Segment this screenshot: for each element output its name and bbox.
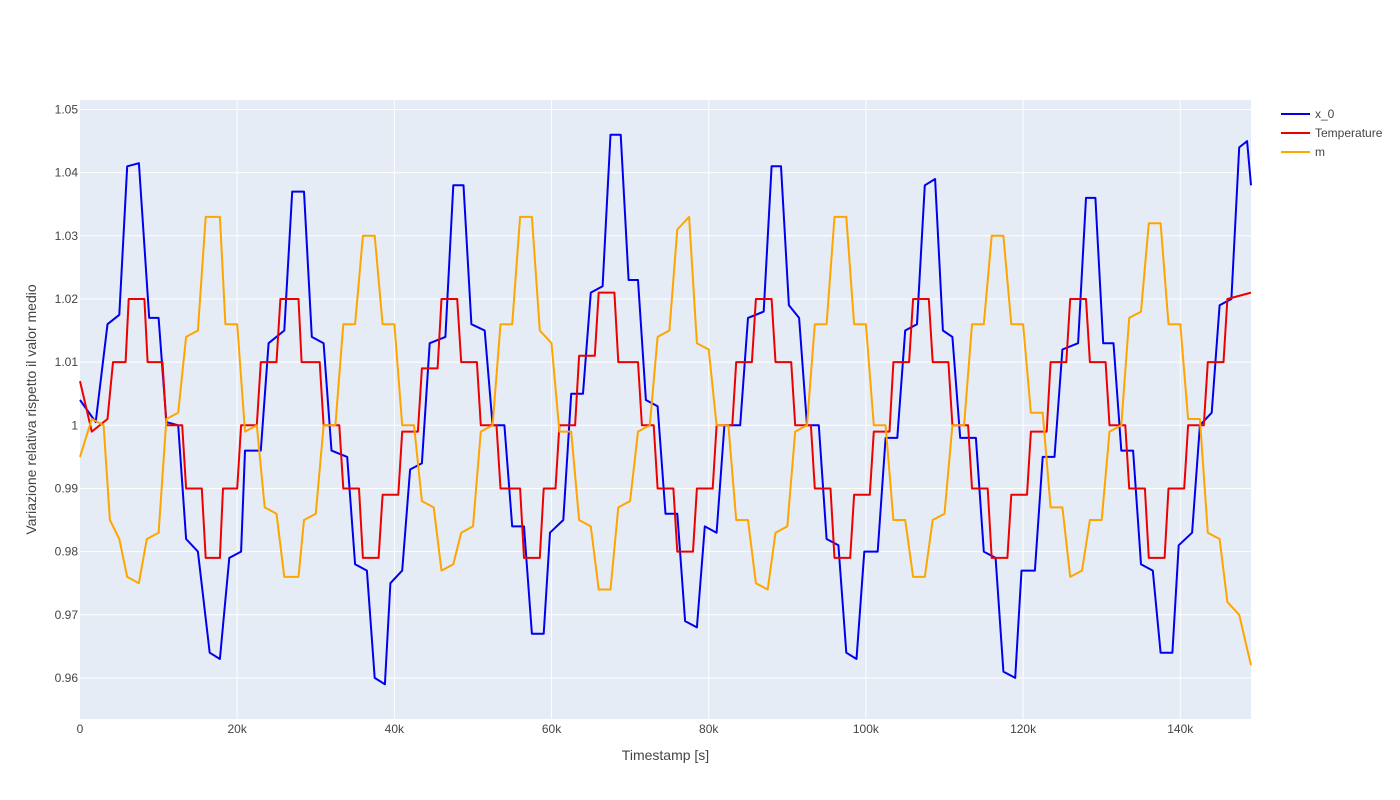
x-tick-label: 40k xyxy=(385,722,405,736)
y-tick-label: 0.97 xyxy=(55,608,79,622)
y-tick-label: 0.96 xyxy=(55,671,79,685)
legend-label: x_0 xyxy=(1315,107,1335,121)
plot-area xyxy=(80,100,1251,719)
legend-item[interactable]: Temperature xyxy=(1281,126,1383,140)
x-tick-label: 100k xyxy=(853,722,880,736)
legend[interactable]: x_0 Temperature m xyxy=(1281,107,1383,159)
series-line-m[interactable] xyxy=(79,215,1252,666)
x-axis-title: Timestamp [s] xyxy=(622,747,709,763)
y-tick-label: 1.04 xyxy=(55,166,79,180)
series-line-temperature[interactable] xyxy=(79,291,1252,559)
y-tick-label: 0.99 xyxy=(55,481,79,495)
y-tick-label: 1.03 xyxy=(55,229,79,243)
y-tick-label: 1.01 xyxy=(55,355,79,369)
legend-label: Temperature xyxy=(1315,126,1383,140)
y-axis-ticks: 0.96 0.97 0.98 0.99 1 1.01 1.02 1.03 1.04 1.05 xyxy=(55,102,79,684)
x-tick-label: 0 xyxy=(77,722,84,736)
legend-item[interactable]: x_0 xyxy=(1281,107,1335,121)
x-axis-ticks: 0 20k 40k 60k 80k 100k 120k 140k xyxy=(77,722,1195,736)
y-tick-label: 0.98 xyxy=(55,545,79,559)
series-lines xyxy=(79,133,1252,686)
y-axis-title: Variazione relativa rispetto il valor me… xyxy=(23,284,39,535)
legend-item[interactable]: m xyxy=(1281,145,1325,159)
x-tick-label: 140k xyxy=(1167,722,1194,736)
x-tick-label: 80k xyxy=(699,722,719,736)
x-tick-label: 60k xyxy=(542,722,562,736)
x-tick-label: 20k xyxy=(228,722,248,736)
y-tick-label: 1.02 xyxy=(55,292,79,306)
y-tick-label: 1 xyxy=(71,418,78,432)
y-tick-label: 1.05 xyxy=(55,102,79,116)
x-tick-label: 120k xyxy=(1010,722,1037,736)
legend-label: m xyxy=(1315,145,1325,159)
